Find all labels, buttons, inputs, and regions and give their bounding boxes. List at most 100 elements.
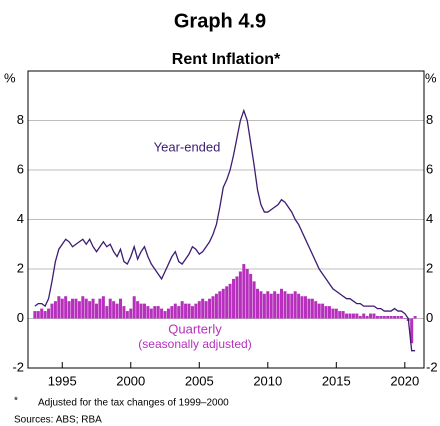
- bar: [221, 288, 225, 319]
- bar: [36, 311, 40, 319]
- bar: [194, 303, 198, 319]
- bar: [47, 308, 51, 319]
- bar: [211, 296, 215, 319]
- bar: [115, 303, 119, 319]
- bar: [160, 308, 164, 319]
- bar: [40, 308, 44, 319]
- footnote: Adjusted for the tax changes of 1999–200…: [38, 398, 229, 409]
- x-tick-label: 2005: [185, 373, 214, 388]
- bar: [187, 303, 191, 319]
- bar: [125, 311, 129, 319]
- bar: [293, 291, 297, 319]
- bar: [314, 301, 318, 319]
- bar: [60, 298, 64, 319]
- bar: [276, 293, 280, 319]
- bar: [396, 316, 400, 319]
- bar: [355, 313, 359, 319]
- bar: [334, 308, 338, 319]
- bar: [91, 298, 95, 319]
- bar: [98, 298, 102, 319]
- bar: [53, 301, 57, 319]
- annotation: (seasonally adjusted): [138, 337, 251, 351]
- chart-subtitle: Rent Inflation*: [172, 51, 281, 68]
- bar: [348, 313, 352, 319]
- bar: [122, 306, 126, 319]
- plot-frame: [27, 70, 425, 369]
- bar: [170, 306, 174, 319]
- bar: [139, 303, 143, 319]
- bar: [74, 298, 78, 319]
- bar: [303, 296, 307, 319]
- bar: [112, 301, 116, 319]
- bar: [129, 308, 133, 319]
- x-tick-label: 2020: [390, 373, 419, 388]
- bar: [382, 316, 386, 319]
- annotation: Year-ended: [154, 139, 221, 154]
- bar: [180, 301, 184, 319]
- bar: [403, 318, 407, 319]
- bar: [81, 296, 85, 319]
- y2-tick-label: 8: [426, 112, 433, 127]
- bar: [149, 308, 153, 319]
- bar: [146, 306, 150, 319]
- bar: [33, 311, 37, 319]
- bar: [393, 316, 397, 319]
- chart-title: Graph 4.9: [174, 10, 266, 32]
- bar: [375, 316, 379, 319]
- bar: [132, 296, 136, 319]
- bar: [84, 298, 88, 319]
- y-unit-left: %: [4, 70, 16, 85]
- bar: [50, 303, 54, 319]
- bar: [232, 278, 236, 319]
- bar: [218, 291, 222, 319]
- bar: [249, 273, 253, 319]
- x-tick-label: 1995: [48, 373, 77, 388]
- bar: [64, 296, 68, 319]
- bar: [67, 301, 71, 319]
- bar: [173, 303, 177, 319]
- bar: [88, 301, 92, 319]
- bar: [136, 301, 140, 319]
- bar: [142, 303, 146, 319]
- bar: [235, 276, 239, 319]
- bar: [324, 306, 328, 319]
- bar: [413, 316, 417, 319]
- bar: [369, 313, 373, 319]
- bar: [297, 293, 301, 319]
- bar: [101, 296, 105, 319]
- bar: [245, 269, 249, 319]
- bar: [204, 301, 208, 319]
- footnote-marker: *: [14, 396, 18, 407]
- bar: [156, 306, 160, 319]
- bar: [190, 306, 194, 319]
- bar: [238, 271, 242, 319]
- bar: [341, 311, 345, 319]
- bar: [259, 291, 263, 319]
- bar: [228, 283, 232, 319]
- bar: [266, 291, 270, 319]
- bar: [43, 311, 47, 319]
- bar: [338, 311, 342, 319]
- y2-tick-label: 2: [426, 260, 433, 275]
- bar: [399, 316, 403, 319]
- bar: [163, 311, 167, 319]
- y-tick-label: 8: [17, 112, 24, 127]
- bar: [71, 298, 75, 319]
- y-tick-label: 0: [17, 310, 24, 325]
- bar: [410, 318, 414, 344]
- bar: [242, 264, 246, 319]
- bar: [290, 293, 294, 319]
- y-tick-label: 6: [17, 161, 24, 176]
- bar: [262, 293, 266, 319]
- bar: [345, 313, 349, 319]
- bar: [286, 293, 290, 319]
- x-tick-label: 2000: [116, 373, 145, 388]
- bar: [201, 298, 205, 319]
- y2-tick-label: 4: [426, 211, 433, 226]
- bar: [177, 306, 181, 319]
- y-tick-label: 2: [17, 260, 24, 275]
- bar: [362, 313, 366, 319]
- bar: [105, 306, 109, 319]
- bar: [273, 291, 277, 319]
